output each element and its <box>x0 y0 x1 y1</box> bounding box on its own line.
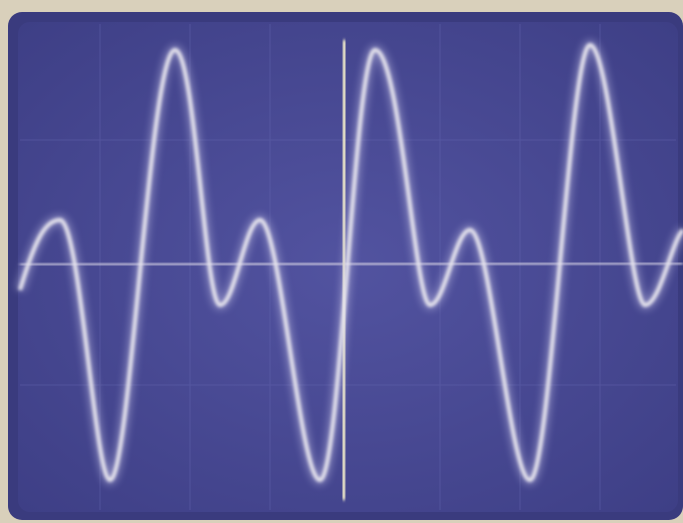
page <box>0 0 683 523</box>
oscilloscope-photo <box>0 0 683 523</box>
